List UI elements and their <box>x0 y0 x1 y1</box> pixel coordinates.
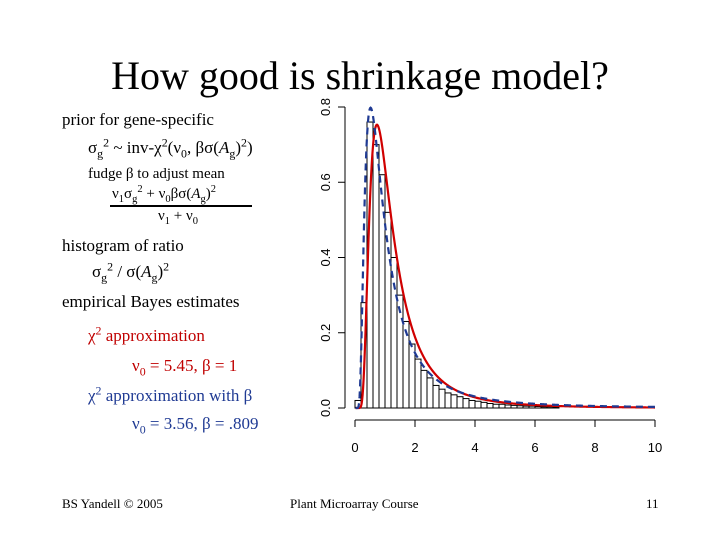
footer-course: Plant Microarray Course <box>290 496 419 511</box>
histogram-bar <box>420 369 428 409</box>
x-tick-label: 10 <box>648 440 662 455</box>
approx1-label: χ2 approximation <box>88 323 205 346</box>
fraction-bar <box>110 205 252 207</box>
approx1-params-text: ν0 = 5.45, β = 1 <box>132 356 238 379</box>
y-tick-label: 0.6 <box>318 173 333 191</box>
histogram-bar <box>486 402 494 409</box>
prior-fraction-numerator: ν1σg2 + ν0βσ(Ag)2 <box>112 184 217 205</box>
histogram-bar <box>552 406 560 409</box>
approx2-label-text: χ2 approximation with β <box>88 383 253 405</box>
histogram-bar <box>480 401 488 409</box>
approx1-label-text: χ2 approximation <box>88 323 205 345</box>
histogram-bar <box>432 384 440 409</box>
density-curve-line <box>355 106 655 410</box>
x-tick-label: 2 <box>411 440 418 455</box>
histogram-bar <box>504 404 512 409</box>
approx2-label: χ2 approximation with β <box>88 383 253 406</box>
histogram-bar <box>498 403 506 409</box>
histogram-bar <box>414 358 422 409</box>
approx2-params: ν0 = 3.56, β = .809 <box>132 414 259 437</box>
histogram-bar <box>522 405 530 409</box>
footer-page-number: 11 <box>646 496 659 511</box>
approx1-params: ν0 = 5.45, β = 1 <box>132 356 238 379</box>
y-tick-label: 0.2 <box>318 324 333 342</box>
histogram-bar <box>546 406 554 409</box>
histogram-bar <box>372 144 380 409</box>
prior-line-2-text: σg2 ~ inv-χ2(ν0, βσ(Ag)2) <box>88 135 253 161</box>
approx2-params-text: ν0 = 3.56, β = .809 <box>132 414 259 437</box>
x-tick-label: 8 <box>591 440 598 455</box>
histogram-bar <box>378 174 386 409</box>
histogram-bar <box>444 392 452 409</box>
histogram-bar <box>528 405 536 409</box>
histogram-line-3: empirical Bayes estimates <box>62 292 240 311</box>
y-tick-label: 0.0 <box>318 399 333 417</box>
histogram-bar <box>516 405 524 409</box>
histogram-line-1: histogram of ratio <box>62 236 184 255</box>
histogram-bar <box>408 343 416 409</box>
slide-title: How good is shrinkage model? <box>111 53 609 98</box>
x-tick-label: 0 <box>351 440 358 455</box>
y-tick-label: 0.4 <box>318 248 333 266</box>
histogram-bar <box>492 403 500 409</box>
histogram-bar <box>510 404 518 409</box>
prior-denominator-text: ν1 + ν0 <box>158 208 199 227</box>
prior-line-2: σg2 ~ inv-χ2(ν0, βσ(Ag)2) <box>88 135 253 161</box>
histogram-bar <box>390 257 398 409</box>
prior-fraction-denominator: ν1 + ν0 <box>158 208 199 227</box>
histogram-bar <box>426 377 434 409</box>
prior-numerator-text: ν1σg2 + ν0βσ(Ag)2 <box>112 184 217 205</box>
histogram-bar <box>468 399 476 409</box>
footer-author: BS Yandell © 2005 <box>62 496 163 511</box>
x-tick-label: 4 <box>471 440 478 455</box>
prior-line-1: prior for gene-specific <box>62 110 214 129</box>
histogram-bar <box>534 405 542 409</box>
histogram-bar <box>474 400 482 409</box>
histogram-line-2: σg2 / σ(Ag)2 <box>92 259 170 285</box>
histogram-bar <box>456 396 464 409</box>
prior-line-3: fudge β to adjust mean <box>88 166 225 182</box>
histogram-bar <box>438 388 446 409</box>
histogram-bar <box>540 406 548 409</box>
density-histogram-chart: 0.0 0.2 0.4 0.6 0.8 0 2 4 6 8 10 <box>318 98 662 455</box>
histogram-bar <box>450 394 458 409</box>
x-tick-label: 6 <box>531 440 538 455</box>
histogram-line-2-text: σg2 / σ(Ag)2 <box>92 259 170 285</box>
histogram-bar <box>462 398 470 409</box>
y-tick-label: 0.8 <box>318 98 333 116</box>
